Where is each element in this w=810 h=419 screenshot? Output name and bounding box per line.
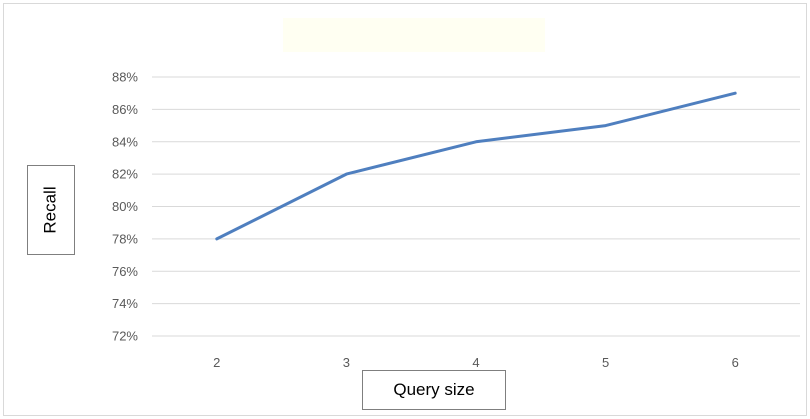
y-tick-label: 78% <box>112 231 138 246</box>
x-tick-label: 2 <box>213 355 220 370</box>
y-tick-label: 86% <box>112 102 138 117</box>
series-line-0 <box>215 91 737 241</box>
chart-frame <box>3 3 807 416</box>
y-tick-label: 80% <box>112 199 138 214</box>
y-tick-label: 72% <box>112 329 138 344</box>
x-axis-title: Query size <box>393 380 475 399</box>
y-axis-title: Recall <box>41 186 60 234</box>
y-axis-ticks: 72% 74% 76% 78% 80% 82% 84% 86% 88% <box>112 70 138 344</box>
y-tick-label: 82% <box>112 167 138 182</box>
x-tick-label: 5 <box>602 355 609 370</box>
x-tick-label: 3 <box>343 355 350 370</box>
chart-title-area <box>283 18 545 52</box>
x-axis-title-box: Query size <box>362 370 506 410</box>
y-tick-label: 84% <box>112 134 138 149</box>
x-axis-ticks: 2 3 4 5 6 <box>213 355 739 370</box>
x-tick-label: 6 <box>732 355 739 370</box>
x-tick-label: 4 <box>472 355 479 370</box>
y-tick-label: 74% <box>112 296 138 311</box>
y-tick-label: 88% <box>112 70 138 85</box>
series-layer <box>215 91 737 241</box>
y-axis-title-box: Recall <box>27 165 75 255</box>
y-tick-label: 76% <box>112 264 138 279</box>
gridlines <box>152 76 800 337</box>
